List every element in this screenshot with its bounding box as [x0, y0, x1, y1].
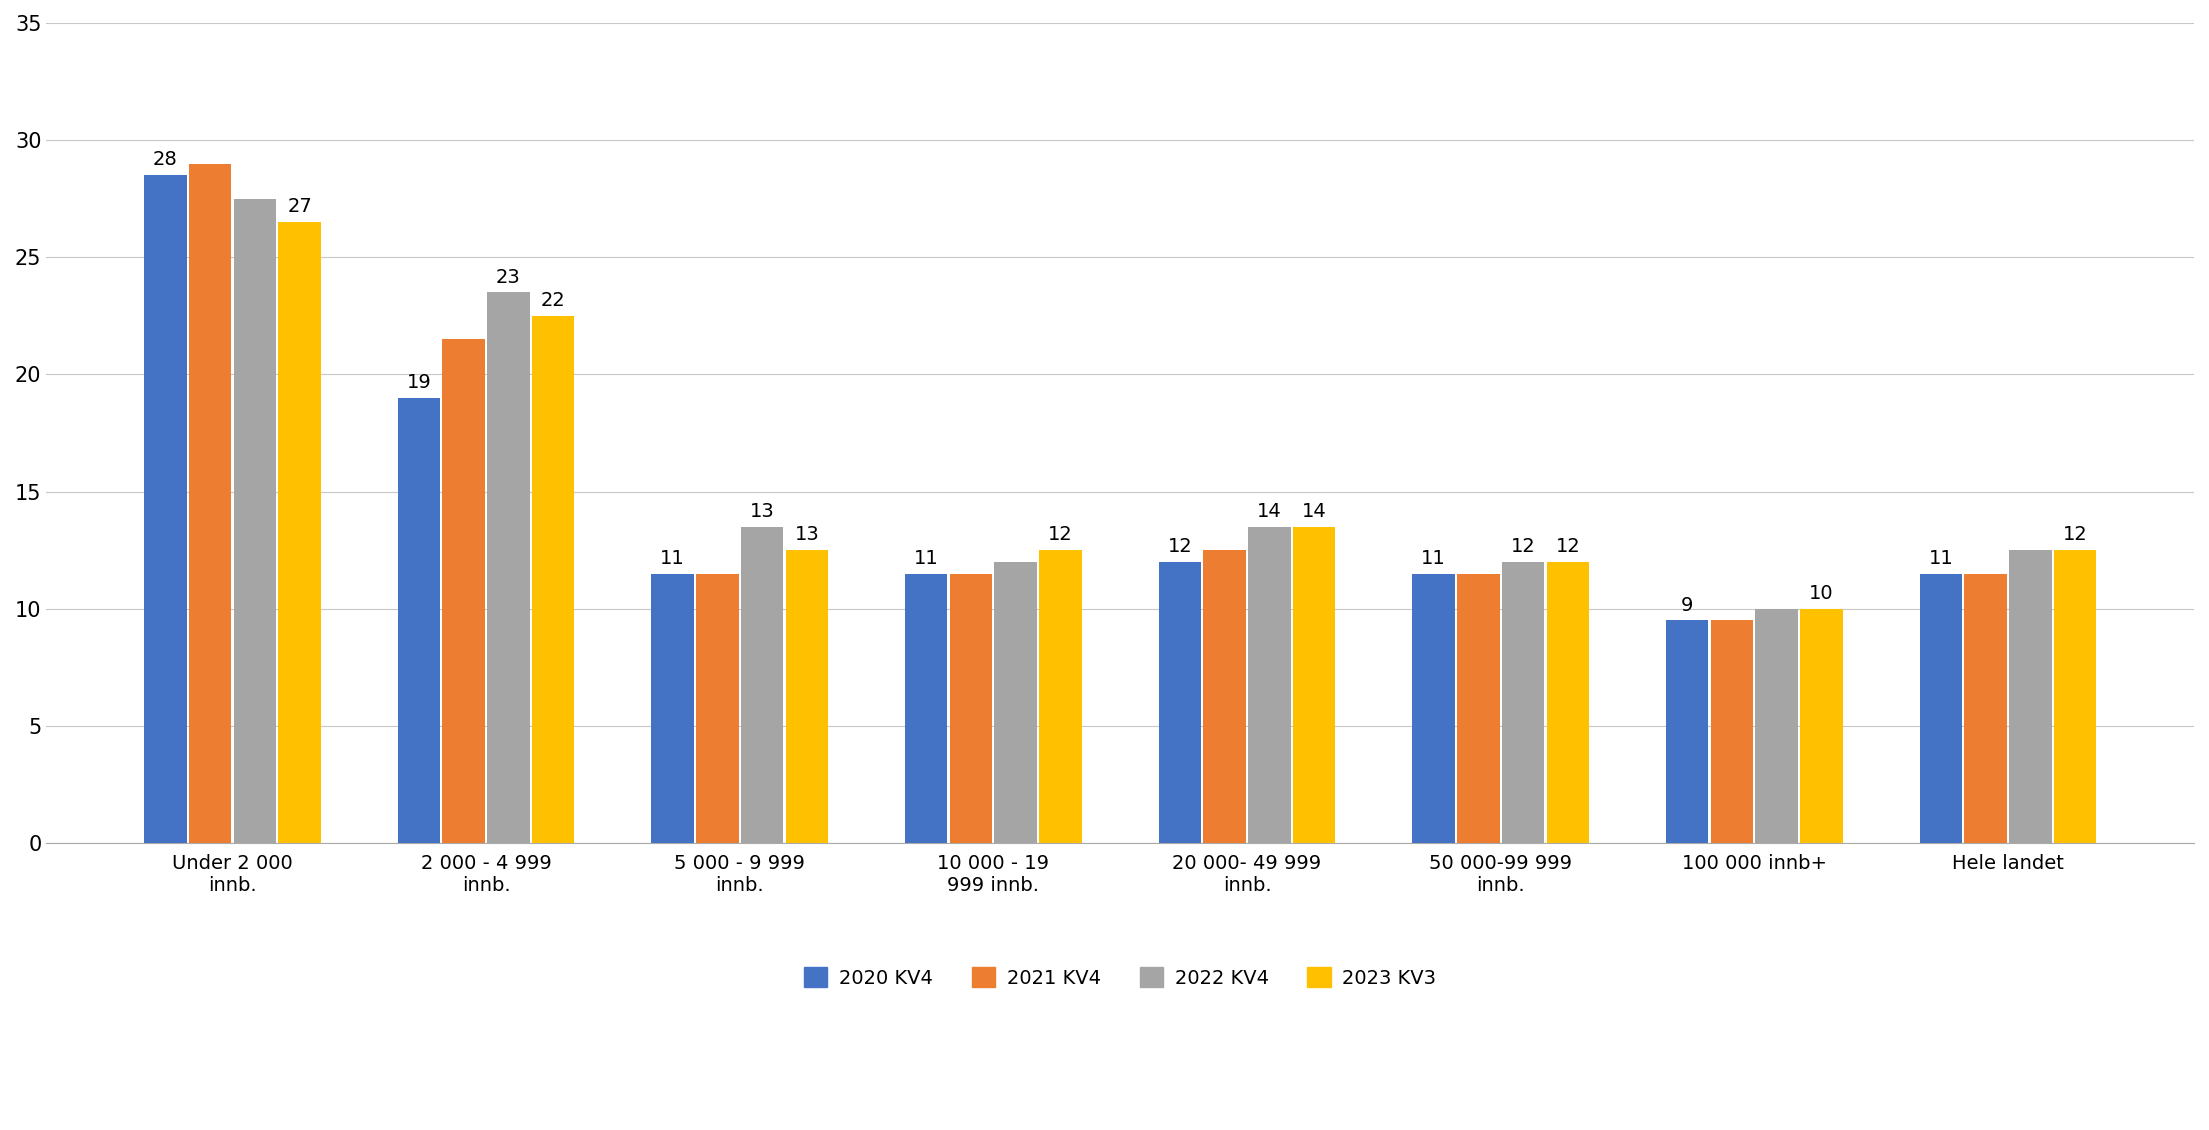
Text: 10: 10 — [1809, 584, 1833, 603]
Bar — [2054, 550, 2096, 843]
Bar — [786, 550, 828, 843]
Bar — [1292, 527, 1336, 843]
Legend: 2020 KV4, 2021 KV4, 2022 KV4, 2023 KV3: 2020 KV4, 2021 KV4, 2022 KV4, 2023 KV3 — [795, 959, 1445, 996]
Text: 13: 13 — [749, 502, 775, 521]
Bar — [188, 164, 232, 843]
Bar — [1710, 620, 1754, 843]
Text: 11: 11 — [1928, 549, 1953, 567]
Bar — [994, 562, 1036, 843]
Bar — [278, 223, 320, 843]
Text: 23: 23 — [497, 268, 521, 287]
Bar — [1248, 527, 1290, 843]
Text: 12: 12 — [1047, 525, 1074, 545]
Text: 9: 9 — [1681, 596, 1694, 615]
Text: 12: 12 — [2063, 525, 2088, 545]
Text: 12: 12 — [1169, 537, 1193, 556]
Text: 11: 11 — [660, 549, 685, 567]
Text: 11: 11 — [915, 549, 939, 567]
Bar — [1546, 562, 1588, 843]
Bar — [1666, 620, 1708, 843]
Text: 22: 22 — [541, 292, 566, 310]
Bar — [234, 199, 276, 843]
Bar — [1502, 562, 1544, 843]
Bar — [1412, 574, 1456, 843]
Bar — [442, 339, 486, 843]
Bar — [2010, 550, 2052, 843]
Bar — [1158, 562, 1202, 843]
Bar — [950, 574, 992, 843]
Bar — [906, 574, 948, 843]
Text: 12: 12 — [1555, 537, 1579, 556]
Bar — [398, 398, 440, 843]
Bar — [488, 293, 530, 843]
Text: 12: 12 — [1511, 537, 1535, 556]
Bar — [1800, 609, 1842, 843]
Bar — [1964, 574, 2006, 843]
Text: 13: 13 — [795, 525, 820, 545]
Bar — [144, 175, 186, 843]
Text: 27: 27 — [287, 198, 311, 216]
Text: 28: 28 — [152, 150, 177, 170]
Bar — [1204, 550, 1246, 843]
Text: 11: 11 — [1420, 549, 1447, 567]
Bar — [1756, 609, 1798, 843]
Bar — [652, 574, 694, 843]
Text: 19: 19 — [406, 373, 431, 392]
Bar — [740, 527, 784, 843]
Text: 14: 14 — [1257, 502, 1281, 521]
Bar — [696, 574, 738, 843]
Text: 14: 14 — [1301, 502, 1328, 521]
Bar — [1038, 550, 1082, 843]
Bar — [532, 316, 574, 843]
Bar — [1458, 574, 1500, 843]
Bar — [1920, 574, 1962, 843]
